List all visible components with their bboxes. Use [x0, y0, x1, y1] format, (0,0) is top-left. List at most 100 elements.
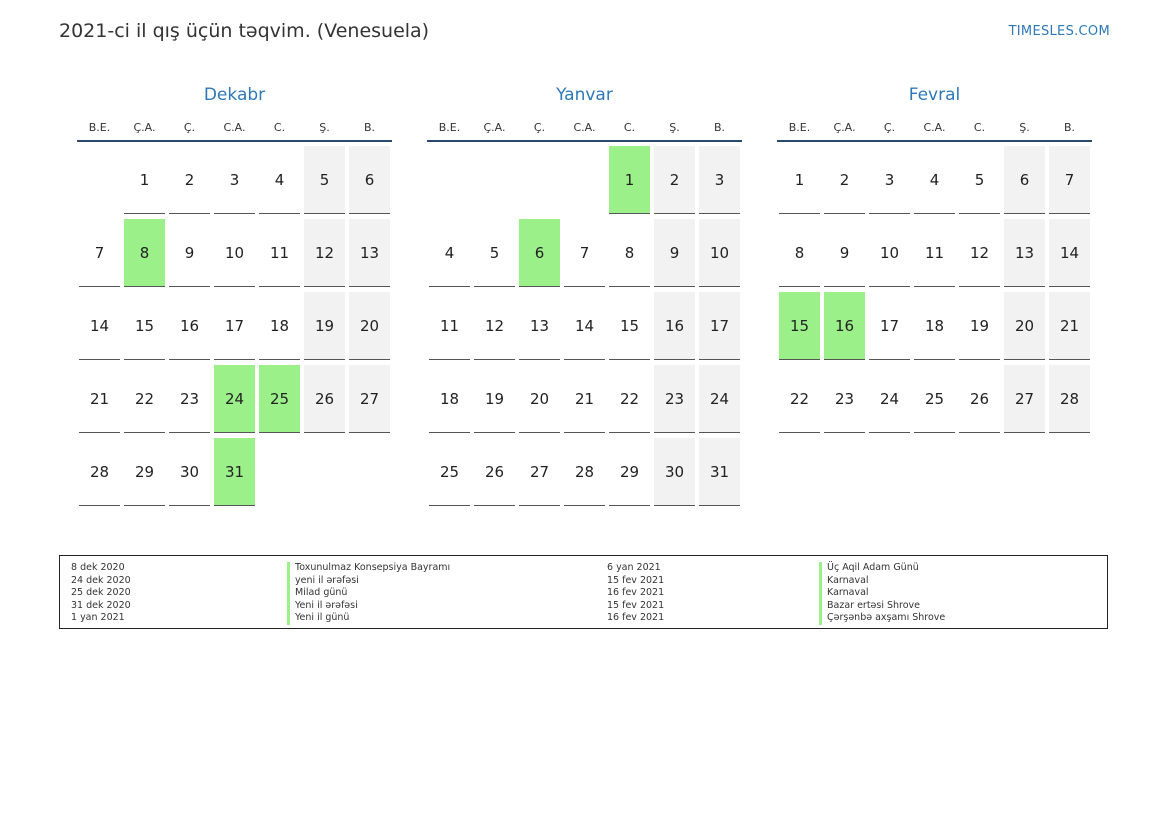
day-cell: 3	[699, 146, 740, 214]
day-cell: 29	[609, 438, 650, 506]
empty-day-cell	[304, 438, 345, 506]
weekday-label: Ş.	[669, 120, 680, 134]
day-cell: 10	[214, 219, 255, 287]
day-cell: 10	[699, 219, 740, 287]
weekday-label: C.A.	[923, 120, 946, 134]
day-cell: 28	[564, 438, 605, 506]
legend-date: 15 fev 2021	[607, 574, 665, 586]
weekday-label: C.A.	[573, 120, 596, 134]
day-cell: 9	[654, 219, 695, 287]
day-cell: 31	[699, 438, 740, 506]
day-cell: 17	[869, 292, 910, 360]
day-cell: 5	[959, 146, 1000, 214]
day-cell: 9	[169, 219, 210, 287]
legend-holiday-name: Yeni il günü	[287, 612, 450, 625]
legend-date: 24 dek 2020	[71, 574, 131, 586]
day-cell: 21	[1049, 292, 1090, 360]
weekday-label: Ç.	[533, 120, 546, 134]
day-cell: 21	[79, 365, 120, 433]
day-cell: 27	[349, 365, 390, 433]
day-cell: 20	[349, 292, 390, 360]
empty-day-cell	[79, 146, 120, 214]
holiday-legend: 8 dek 2020 24 dek 2020 25 dek 2020 31 dek 2…	[59, 555, 1108, 629]
legend-holiday-name: Çərşənbə axşamı Shrove	[819, 612, 945, 625]
month-january: Yanvar B.E. Ç.A. Ç. C.A. C. Ş. B. 1 2 3 4 5 6 7 8 9 10 11 1…	[427, 82, 742, 507]
day-cell: 1	[779, 146, 820, 214]
day-cell: 2	[169, 146, 210, 214]
brand-link[interactable]: TIMESLES.COM	[1008, 24, 1110, 39]
legend-date: 25 dek 2020	[71, 587, 131, 598]
day-cell: 15	[779, 292, 820, 360]
legend-date: 8 dek 2020	[71, 562, 125, 573]
day-cell: 16	[169, 292, 210, 360]
weekday-header: B.E. Ç.A. Ç. C.A. C. Ş. B.	[777, 114, 1092, 142]
day-cell: 20	[1004, 292, 1045, 360]
weekday-label: B.E.	[88, 120, 111, 134]
day-cell: 24	[214, 365, 255, 433]
day-cell: 10	[869, 219, 910, 287]
day-cell: 26	[304, 365, 345, 433]
day-cell: 14	[79, 292, 120, 360]
day-cell: 17	[699, 292, 740, 360]
empty-day-cell	[474, 146, 515, 214]
day-cell: 2	[824, 146, 865, 214]
day-cell: 28	[1049, 365, 1090, 433]
day-cell: 4	[259, 146, 300, 214]
day-cell: 23	[654, 365, 695, 433]
day-cell: 25	[914, 365, 955, 433]
legend-dates-right: 6 yan 2021 15 fev 2021 16 fev 2021 15 fev 2…	[607, 562, 664, 625]
month-december: Dekabr B.E. Ç.A. Ç. C.A. C. Ş. B. 1 2 3 4 5 6 7 8 9 10 11 1…	[77, 82, 392, 507]
day-cell: 25	[429, 438, 470, 506]
empty-day-cell	[429, 146, 470, 214]
day-cell: 12	[959, 219, 1000, 287]
day-cell: 19	[959, 292, 1000, 360]
day-cell: 11	[914, 219, 955, 287]
weekday-label: Ş.	[1019, 120, 1030, 134]
day-cell: 24	[869, 365, 910, 433]
day-cell: 29	[124, 438, 165, 506]
day-cell: 15	[124, 292, 165, 360]
legend-names-left: Toxunulmaz Konsepsiya Bayramı yeni il ərə…	[287, 562, 450, 625]
weekday-label: Ç.A.	[483, 120, 506, 134]
legend-holiday-name: Karnaval	[819, 587, 945, 600]
day-cell: 25	[259, 365, 300, 433]
legend-holiday-name: Toxunulmaz Konsepsiya Bayramı	[287, 562, 450, 575]
legend-date: 16 fev 2021	[607, 612, 665, 623]
day-cell: 27	[1004, 365, 1045, 433]
day-cell: 24	[699, 365, 740, 433]
day-cell: 19	[304, 292, 345, 360]
month-february: Fevral B.E. Ç.A. Ç. C.A. C. Ş. B. 1 2 3 4 5 6 7 8 9 10 11 1…	[777, 82, 1092, 434]
month-title: Yanvar	[556, 85, 613, 105]
day-cell: 6	[349, 146, 390, 214]
weekday-label: Ç.	[883, 120, 896, 134]
day-cell: 22	[124, 365, 165, 433]
day-cell: 23	[824, 365, 865, 433]
day-cell: 5	[304, 146, 345, 214]
month-title: Fevral	[908, 85, 961, 105]
week-row: 8 9 10 11 12 13 14	[777, 215, 1092, 288]
legend-names-right: Üç Aqil Adam Günü Karnaval Karnaval Bazar e…	[819, 562, 945, 625]
weekday-label: C.A.	[223, 120, 246, 134]
day-cell: 17	[214, 292, 255, 360]
day-cell: 8	[779, 219, 820, 287]
day-cell: 18	[914, 292, 955, 360]
day-cell: 3	[869, 146, 910, 214]
legend-holiday-name: Milad günü	[287, 587, 450, 600]
empty-day-cell	[519, 146, 560, 214]
day-cell: 8	[124, 219, 165, 287]
month-title: Dekabr	[203, 85, 266, 105]
weekday-label: C.	[273, 120, 286, 134]
day-cell: 7	[79, 219, 120, 287]
day-cell: 26	[474, 438, 515, 506]
week-row: 14 15 16 17 18 19 20	[77, 288, 392, 361]
day-cell: 1	[609, 146, 650, 214]
week-row: 21 22 23 24 25 26 27	[77, 361, 392, 434]
day-cell: 30	[654, 438, 695, 506]
day-cell: 4	[429, 219, 470, 287]
day-cell: 13	[519, 292, 560, 360]
day-cell: 31	[214, 438, 255, 506]
empty-day-cell	[349, 438, 390, 506]
weekday-label: B.	[1063, 120, 1076, 134]
